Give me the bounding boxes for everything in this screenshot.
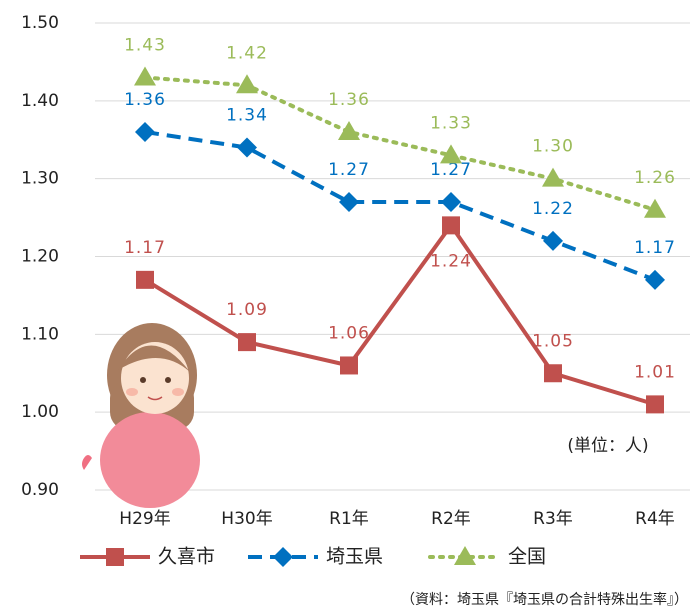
x-tick-label: R2年 bbox=[431, 509, 471, 529]
legend-label: 久喜市 bbox=[158, 546, 215, 568]
data-label: 1.30 bbox=[532, 137, 574, 157]
data-label: 1.17 bbox=[634, 238, 676, 258]
data-label: 1.01 bbox=[634, 362, 676, 382]
data-label: 1.26 bbox=[634, 168, 676, 188]
marker bbox=[106, 548, 124, 566]
data-label: 1.27 bbox=[328, 160, 370, 180]
chart: (単位：人) （資料：埼玉県『埼玉県の合計特殊出生率』） 0.90 1.00 1.1… bbox=[0, 0, 697, 612]
source: （資料：埼玉県『埼玉県の合計特殊出生率』） bbox=[401, 591, 688, 608]
y-tick-label: 1.00 bbox=[21, 402, 59, 422]
x-tick-label: R1年 bbox=[329, 509, 369, 529]
marker bbox=[442, 216, 460, 234]
unit-note: (単位：人) bbox=[567, 436, 648, 456]
marker bbox=[136, 271, 154, 289]
marker bbox=[338, 121, 360, 140]
series-line bbox=[145, 132, 655, 280]
x-tick-label: H29年 bbox=[119, 509, 170, 529]
legend-label: 埼玉県 bbox=[326, 546, 383, 568]
marker bbox=[339, 192, 359, 212]
data-label: 1.24 bbox=[430, 251, 472, 271]
x-tick-label: R4年 bbox=[635, 509, 675, 529]
y-tick-label: 1.10 bbox=[21, 324, 59, 344]
marker bbox=[273, 547, 293, 567]
y-tick-label: 1.20 bbox=[21, 247, 59, 267]
data-label: 1.17 bbox=[124, 238, 166, 258]
data-label: 1.33 bbox=[430, 113, 472, 133]
legend-label: 全国 bbox=[508, 546, 546, 568]
y-tick-label: 1.50 bbox=[21, 13, 59, 33]
marker bbox=[238, 333, 256, 351]
marker bbox=[646, 395, 664, 413]
marker bbox=[135, 122, 155, 142]
marker bbox=[542, 168, 564, 187]
data-label: 1.36 bbox=[328, 90, 370, 110]
data-label: 1.43 bbox=[124, 35, 166, 55]
y-tick-label: 1.40 bbox=[21, 91, 59, 111]
marker bbox=[134, 66, 156, 85]
data-label: 1.36 bbox=[124, 90, 166, 110]
y-tick-label: 1.30 bbox=[21, 169, 59, 189]
data-label: 1.06 bbox=[328, 323, 370, 343]
y-tick-label: 0.90 bbox=[21, 480, 59, 500]
marker bbox=[340, 356, 358, 374]
data-label: 1.42 bbox=[226, 43, 268, 63]
marker bbox=[441, 192, 461, 212]
marker bbox=[237, 138, 257, 158]
marker bbox=[544, 364, 562, 382]
x-tick-label: H30年 bbox=[221, 509, 272, 529]
series-line bbox=[145, 225, 655, 404]
data-label: 1.34 bbox=[226, 106, 268, 126]
data-label: 1.22 bbox=[532, 199, 574, 219]
illustration bbox=[82, 323, 200, 508]
marker bbox=[543, 231, 563, 251]
data-label: 1.09 bbox=[226, 300, 268, 320]
data-label: 1.05 bbox=[532, 331, 574, 351]
x-tick-label: R3年 bbox=[533, 509, 573, 529]
marker bbox=[645, 270, 665, 290]
